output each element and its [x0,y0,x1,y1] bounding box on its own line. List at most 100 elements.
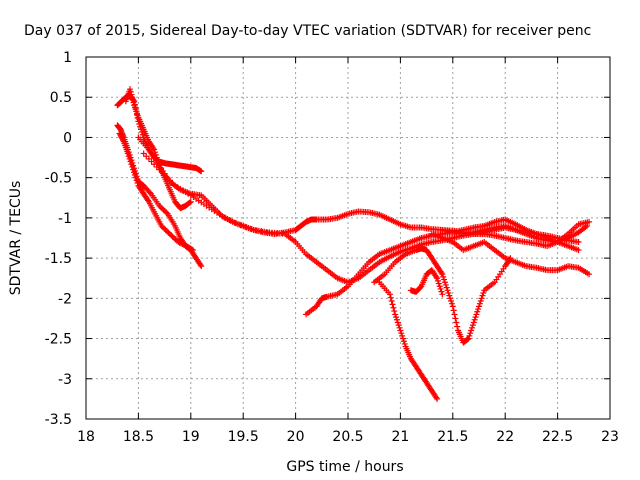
data-point [179,241,186,248]
x-tick-label: 19 [182,429,200,445]
data-point [151,146,158,153]
data-point [472,314,479,321]
data-point [221,214,228,221]
data-point [158,169,165,176]
data-point [156,202,163,209]
data-point [161,225,168,232]
data-point [130,166,137,173]
data-point [582,224,589,231]
data-point [478,295,485,302]
data-point [470,319,477,326]
data-point [148,158,155,165]
data-point [118,134,125,141]
data-point [219,213,226,220]
y-tick-label: -3 [58,372,72,388]
data-point [161,171,168,178]
y-tick-label: 0.5 [50,90,72,106]
y-tick-label: 1 [63,50,72,66]
data-point [189,247,196,254]
data-point [232,219,239,226]
data-point [159,205,166,212]
data-point [159,224,166,231]
series-track-6 [140,150,582,286]
data-point [198,168,205,175]
data-point [156,166,163,173]
data-point [166,177,173,184]
data-point [448,298,455,305]
data-point [438,288,445,295]
data-point [449,303,456,310]
data-point [227,217,234,224]
data-point [229,218,236,225]
data-point [479,292,486,299]
y-tick-label: -3.5 [45,412,72,428]
x-tick-label: 20 [287,429,305,445]
grid [86,57,610,419]
data-point [168,232,175,239]
x-tick-label: 22.5 [542,429,573,445]
data-point [448,300,455,307]
data-point [150,145,157,152]
data-point [395,322,402,329]
x-tick-label: 18 [77,429,95,445]
data-point [583,222,590,229]
x-tick-label: 19.5 [228,429,259,445]
data-point [440,273,447,280]
series-track-3 [116,130,196,254]
data-point [465,335,472,342]
data-point [464,336,471,343]
x-tick-label: 20.5 [332,429,363,445]
data-point [151,161,158,168]
data-point [393,314,400,321]
data-point [165,229,172,236]
data-point [390,304,397,311]
data-point [445,289,452,296]
data-point [436,283,443,290]
data-point [450,307,457,314]
data-point [437,285,444,292]
data-point [471,316,478,323]
data-point [128,91,135,98]
data-point [443,284,450,291]
data-point [396,324,403,331]
data-point [198,263,205,270]
data-point [237,222,244,229]
data-point [224,215,231,222]
data-point [242,224,249,231]
data-point [476,303,482,310]
y-tick-label: -0.5 [45,171,72,187]
data-point [392,311,399,318]
data-point [164,174,171,181]
data-point [438,269,445,276]
y-tick-label: 0 [63,130,72,146]
data-point [401,340,408,347]
data-point [240,223,247,230]
data-point [126,155,133,162]
data-point [169,233,176,240]
data-point [127,86,134,93]
data-point [162,226,169,233]
data-point [389,301,396,308]
data-point [397,327,404,334]
data-point [180,241,187,248]
data-point [158,222,165,229]
data-point [127,158,134,165]
data-point [234,221,241,228]
data-point [447,295,454,302]
data-point [466,332,473,339]
data-point [393,316,400,323]
data-point [132,174,139,181]
data-point [575,239,582,246]
data-point [400,338,407,345]
data-point [178,240,185,247]
data-point [399,332,406,339]
series-track-10 [407,267,446,298]
data-point [145,197,152,204]
y-tick-label: -1 [58,211,72,227]
x-tick-label: 18.5 [123,429,154,445]
data-point [475,306,482,313]
data-point [434,277,441,284]
data-point [453,319,460,326]
data-point [157,204,164,211]
